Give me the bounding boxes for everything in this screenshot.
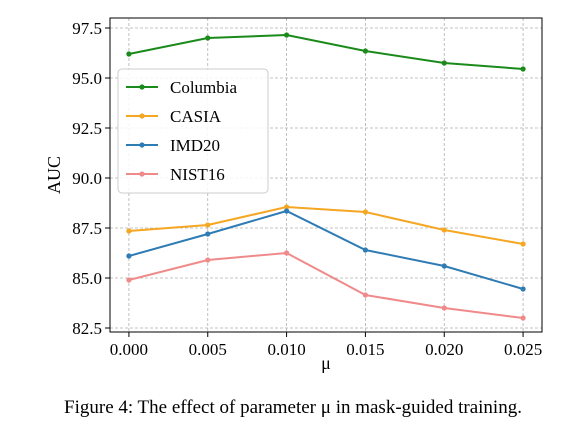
data-point-casia xyxy=(520,241,526,247)
figure-caption: Figure 4: The effect of parameter μ in m… xyxy=(64,397,522,418)
series-line-columbia xyxy=(128,33,524,70)
data-point-imd20 xyxy=(283,208,290,214)
legend-box xyxy=(117,68,269,194)
x-tick-label: 0.005 xyxy=(189,340,227,359)
data-point-columbia xyxy=(520,66,526,72)
y-tick-label: 85.0 xyxy=(72,269,102,288)
y-tick-label: 95.0 xyxy=(72,69,102,88)
x-tick-label: 0.010 xyxy=(267,340,305,359)
x-tick-label: 0.025 xyxy=(504,340,542,359)
y-tick-label: 82.5 xyxy=(72,319,102,338)
y-tick-label: 87.5 xyxy=(72,219,102,238)
x-axis-label: μ xyxy=(321,353,331,373)
data-point-columbia xyxy=(441,60,447,66)
ticks: 0.000 0.005 0.010 0.015 0.020 0.025 82.5 85.0 87… xyxy=(72,19,542,359)
data-point-nist16 xyxy=(362,292,369,298)
x-tick-label: 0.020 xyxy=(425,340,463,359)
data-point-nist16 xyxy=(126,277,132,283)
x-tick-label: 0.015 xyxy=(346,340,384,359)
plot-frame xyxy=(109,17,543,333)
series-line-imd20 xyxy=(128,209,524,290)
data-point-nist16 xyxy=(520,315,526,321)
y-tick-label: 92.5 xyxy=(72,119,102,138)
data-point-nist16 xyxy=(205,257,211,263)
legend-label-columbia: Columbia xyxy=(170,78,238,97)
legend-label-imd20: IMD20 xyxy=(170,136,220,155)
y-axis-label: AUC xyxy=(44,156,64,194)
data-point-columbia xyxy=(205,35,211,41)
y-tick-label: 97.5 xyxy=(72,19,102,38)
data-point-columbia xyxy=(362,48,369,54)
series-line-casia xyxy=(128,205,524,245)
data-point-columbia xyxy=(126,51,132,57)
data-point-imd20 xyxy=(126,253,132,259)
legend-marker-casia xyxy=(139,113,145,119)
data-point-casia xyxy=(283,204,290,210)
series-group xyxy=(126,32,526,321)
legend-marker-columbia xyxy=(139,84,145,90)
y-tick-label: 90.0 xyxy=(72,169,102,188)
data-point-imd20 xyxy=(362,247,369,253)
data-point-columbia xyxy=(283,32,290,38)
legend-marker-imd20 xyxy=(139,142,145,148)
data-point-casia xyxy=(126,228,132,234)
legend-label-casia: CASIA xyxy=(170,107,222,126)
data-point-imd20 xyxy=(441,263,447,269)
data-point-casia xyxy=(441,227,447,233)
legend-marker-nist16 xyxy=(139,171,145,177)
x-tick-label: 0.000 xyxy=(110,340,148,359)
data-point-imd20 xyxy=(520,286,526,292)
data-point-casia xyxy=(362,209,369,215)
data-point-nist16 xyxy=(441,305,447,311)
legend: Columbia CASIA IMD20 NIST16 xyxy=(117,68,269,194)
data-point-nist16 xyxy=(283,250,290,256)
line-chart: 0.000 0.005 0.010 0.015 0.020 0.025 82.5 85.0 87… xyxy=(44,17,543,373)
series-line-nist16 xyxy=(128,251,524,319)
data-point-casia xyxy=(205,222,211,228)
legend-label-nist16: NIST16 xyxy=(170,165,225,184)
data-point-imd20 xyxy=(205,231,211,237)
